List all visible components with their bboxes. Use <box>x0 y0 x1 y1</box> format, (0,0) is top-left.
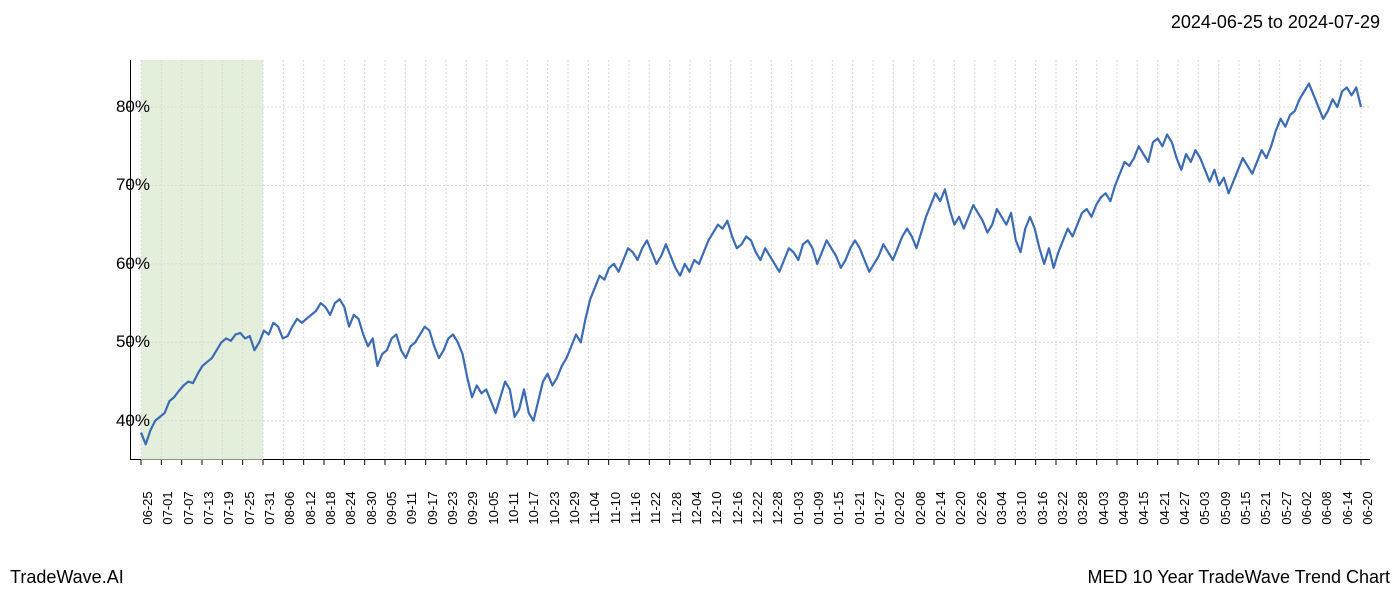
x-tick-label: 11-16 <box>628 492 643 524</box>
x-tick-label: 06-25 <box>140 491 155 524</box>
x-tick-label: 11-28 <box>669 492 684 524</box>
x-tick-label: 11-04 <box>587 492 602 524</box>
x-tick-label: 01-09 <box>811 491 826 524</box>
x-tick-label: 03-22 <box>1055 491 1070 524</box>
x-tick-label: 09-17 <box>425 491 440 524</box>
x-tick-label: 08-18 <box>323 491 338 524</box>
x-tick-label: 07-25 <box>242 491 257 524</box>
x-tick-label: 04-21 <box>1157 491 1172 524</box>
x-tick-label: 10-17 <box>526 491 541 524</box>
x-tick-label: 05-21 <box>1258 491 1273 524</box>
x-tick-label: 07-13 <box>201 491 216 524</box>
x-tick-label: 01-15 <box>831 491 846 524</box>
x-tick-label: 03-28 <box>1075 491 1090 524</box>
y-tick-label: 80% <box>116 97 150 117</box>
x-tick-label: 12-28 <box>770 491 785 524</box>
x-tick-label: 06-20 <box>1360 491 1375 524</box>
x-tick-label: 11-22 <box>648 492 663 524</box>
x-tick-label: 10-11 <box>506 492 521 524</box>
x-tick-label: 12-10 <box>709 491 724 524</box>
x-tick-label: 08-30 <box>364 491 379 524</box>
x-tick-label: 02-20 <box>953 491 968 524</box>
x-tick-label: 08-12 <box>303 491 318 524</box>
x-tick-label: 01-21 <box>852 491 867 524</box>
x-tick-label: 04-27 <box>1177 491 1192 524</box>
x-tick-label: 03-04 <box>994 491 1009 524</box>
y-tick-label: 70% <box>116 175 150 195</box>
x-tick-label: 10-29 <box>567 491 582 524</box>
x-tick-label: 05-15 <box>1238 491 1253 524</box>
x-tick-label: 12-16 <box>730 491 745 524</box>
x-tick-label: 06-02 <box>1299 491 1314 524</box>
x-tick-label: 08-06 <box>282 491 297 524</box>
x-tick-label: 09-23 <box>445 491 460 524</box>
x-tick-label: 07-31 <box>262 491 277 524</box>
x-tick-label: 09-05 <box>384 491 399 524</box>
date-range-label: 2024-06-25 to 2024-07-29 <box>1171 12 1380 33</box>
x-tick-label: 12-22 <box>750 491 765 524</box>
x-tick-label: 07-07 <box>181 491 196 524</box>
branding-label: TradeWave.AI <box>10 567 124 588</box>
x-tick-label: 08-24 <box>343 491 358 524</box>
y-tick-label: 60% <box>116 254 150 274</box>
x-tick-label: 06-08 <box>1319 491 1334 524</box>
x-tick-label: 01-27 <box>872 491 887 524</box>
x-tick-label: 04-09 <box>1116 491 1131 524</box>
x-tick-label: 11-10 <box>608 492 623 524</box>
x-tick-label: 02-26 <box>974 491 989 524</box>
x-tick-label: 04-03 <box>1096 491 1111 524</box>
x-tick-label: 03-16 <box>1035 491 1050 524</box>
x-tick-label: 01-03 <box>791 491 806 524</box>
plot-area <box>130 60 1370 460</box>
x-tick-label: 02-08 <box>913 491 928 524</box>
x-tick-label: 02-14 <box>933 491 948 524</box>
x-tick-label: 04-15 <box>1136 491 1151 524</box>
x-tick-label: 05-09 <box>1218 491 1233 524</box>
x-tick-label: 07-19 <box>221 491 236 524</box>
x-tick-label: 03-10 <box>1014 491 1029 524</box>
chart-container: 2024-06-25 to 2024-07-29 40% 50% 60% 70% 80%… <box>0 0 1400 600</box>
x-tick-label: 09-11 <box>404 492 419 524</box>
x-tick-label: 07-01 <box>160 491 175 524</box>
x-tick-label: 06-14 <box>1340 491 1355 524</box>
x-tick-label: 10-23 <box>547 491 562 524</box>
x-tick-label: 05-27 <box>1279 491 1294 524</box>
x-tick-label: 05-03 <box>1197 491 1212 524</box>
x-tick-label: 12-04 <box>689 491 704 524</box>
x-tick-label: 02-02 <box>892 491 907 524</box>
y-tick-label: 50% <box>116 332 150 352</box>
chart-svg <box>131 60 1371 460</box>
chart-title: MED 10 Year TradeWave Trend Chart <box>1088 567 1390 588</box>
x-tick-label: 10-05 <box>486 491 501 524</box>
y-tick-label: 40% <box>116 411 150 431</box>
x-tick-label: 09-29 <box>465 491 480 524</box>
